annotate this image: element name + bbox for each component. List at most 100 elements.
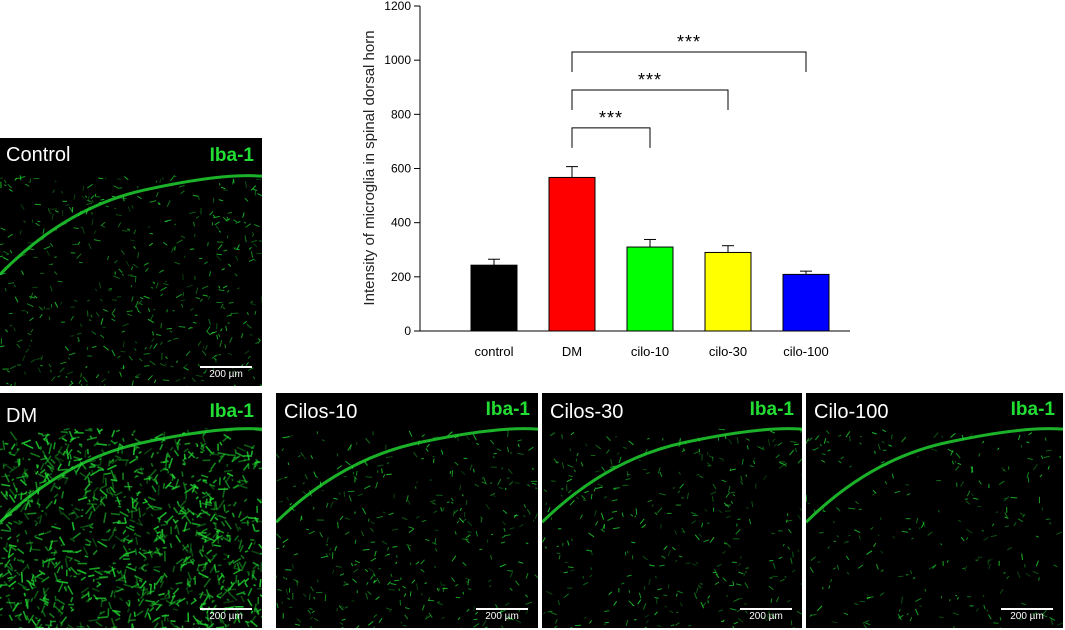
microglia-speck [182,291,185,297]
microglia-speck [809,614,812,617]
microglia-speck [87,299,90,302]
microglia-speck [506,447,510,453]
microglia-speck [37,473,45,479]
microglia-speck [916,455,919,458]
microglia-speck [205,536,215,542]
microglia-speck [986,609,989,612]
microglia-speck [968,432,973,439]
microglia-speck [80,586,90,594]
microglia-speck [28,458,31,461]
microglia-speck [116,496,121,506]
microglia-speck [54,605,64,615]
microglia-speck [192,489,198,495]
microglia-speck [48,316,51,321]
x-tick-label: DM [562,344,582,359]
microglia-speck [27,500,32,508]
microglia-speck [210,462,217,470]
microglia-speck [244,350,250,355]
microglia-speck [711,496,714,502]
microglia-speck [133,585,141,589]
microglia-texture [806,427,1063,628]
panel-dm-label: DM [6,405,38,427]
microglia-speck [247,367,254,371]
microglia-speck [343,583,349,586]
microglia-speck [938,616,944,619]
microglia-speck [57,375,61,378]
microglia-speck [560,494,564,497]
microglia-speck [247,598,253,607]
microglia-speck [166,327,172,330]
microglia-speck [258,543,262,549]
microglia-speck [227,263,232,267]
microglia-speck [137,468,145,471]
microglia-speck [91,218,94,226]
microglia-speck [214,330,218,333]
microglia-speck [27,489,35,494]
microglia-speck [39,468,46,474]
microglia-speck [17,582,27,589]
significance-bracket [571,127,651,148]
microglia-speck [36,575,45,581]
microglia-speck [649,564,655,567]
microglia-speck [100,449,106,456]
microglia-speck [258,240,262,242]
micrograph-cilos-10-image [276,427,538,628]
microglia-speck [467,520,473,527]
microglia-speck [23,472,29,477]
microglia-speck [671,546,676,551]
microglia-speck [117,355,121,359]
microglia-speck [176,239,183,244]
microglia-speck [845,555,850,561]
microglia-speck [467,531,472,533]
microglia-speck [655,599,658,605]
microglia-speck [978,453,981,457]
microglia-speck [8,494,16,503]
microglia-speck [347,444,352,451]
microglia-speck [909,570,913,575]
microglia-speck [285,588,289,595]
microglia-speck [108,601,113,610]
microglia-speck [220,590,228,598]
microglia-speck [113,610,121,617]
microglia-speck [19,479,28,487]
microglia-speck [733,621,739,625]
microglia-speck [763,474,768,481]
microglia-speck [398,588,400,591]
microglia-speck [218,574,224,581]
microglia-speck [362,507,367,515]
microglia-speck [70,503,74,507]
microglia-speck [93,239,101,242]
microglia-speck [728,438,732,445]
microglia-speck [0,613,3,616]
microglia-speck [424,614,432,620]
panel-cilos-10-scale-bar: 200 µm [472,608,532,622]
microglia-speck [746,506,749,509]
microglia-speck [192,321,197,324]
microglia-speck [6,465,14,471]
microglia-speck [227,289,230,293]
microglia-speck [92,486,99,494]
microglia-speck [703,539,709,543]
microglia-speck [433,510,438,514]
microglia-speck [965,537,969,540]
microglia-speck [725,492,731,498]
microglia-speck [370,557,377,562]
microglia-speck [569,448,572,452]
microglia-speck [314,618,319,622]
microglia-speck [116,295,122,298]
microglia-speck [43,559,49,564]
microglia-speck [52,602,56,608]
microglia-speck [189,577,193,583]
microglia-speck [147,496,156,502]
microglia-speck [86,199,92,203]
microglia-speck [209,483,216,488]
microglia-speck [57,280,63,283]
microglia-speck [29,296,36,299]
microglia-speck [585,443,588,447]
microglia-speck [35,536,43,541]
microglia-speck [656,507,663,514]
microglia-speck [44,455,52,465]
microglia-speck [140,567,145,571]
microglia-speck [174,478,180,489]
microglia-speck [407,499,411,505]
